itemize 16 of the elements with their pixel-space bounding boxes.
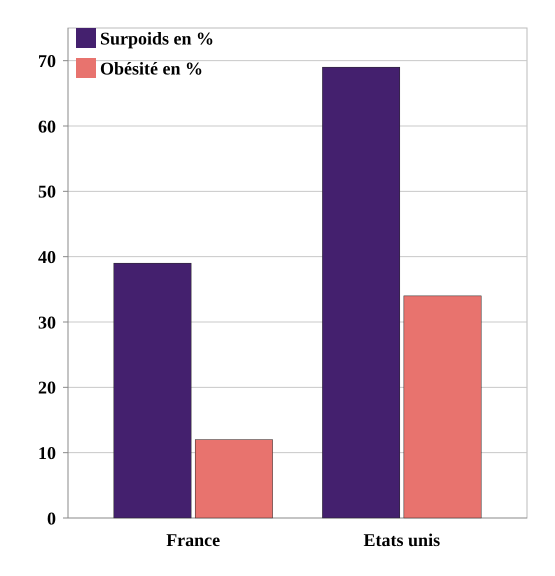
y-tick-label: 40 bbox=[38, 246, 56, 267]
y-tick-label: 60 bbox=[38, 116, 56, 136]
bar bbox=[322, 66, 400, 518]
x-tick-label: France bbox=[166, 530, 220, 550]
y-tick-label: 20 bbox=[38, 378, 56, 398]
bar bbox=[404, 296, 482, 518]
y-tick-label: 30 bbox=[38, 312, 56, 332]
legend-label: Surpoids en % bbox=[100, 28, 214, 48]
y-tick-label: 10 bbox=[38, 442, 56, 463]
y-tick-label: 70 bbox=[38, 50, 56, 71]
legend-label: Obésité en % bbox=[100, 58, 203, 78]
x-tick-label: Etats unis bbox=[364, 530, 440, 550]
bar bbox=[194, 439, 273, 518]
bar bbox=[114, 262, 192, 518]
y-tick-label: 0 bbox=[47, 508, 56, 528]
y-tick-label: 50 bbox=[38, 182, 56, 202]
